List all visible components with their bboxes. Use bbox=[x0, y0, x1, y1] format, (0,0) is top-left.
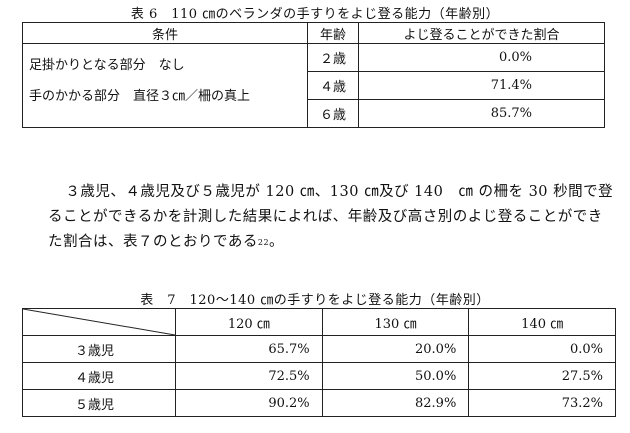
value-cell: 82.9% bbox=[321, 389, 470, 417]
diagonal-line bbox=[23, 309, 175, 335]
table7: 120 ㎝ 130 ㎝ 140 ㎝ ３歳児 65.7% 20.0% 0.0% ４… bbox=[22, 308, 616, 417]
rate-cell: 85.7% bbox=[358, 99, 605, 128]
table6: 条件 年齢 よじ登ることができた割合 足掛かりとなる部分 なし 手のかかる部分 … bbox=[22, 22, 605, 128]
value-cell: 27.5% bbox=[468, 362, 616, 390]
table6-condition-cell: 足掛かりとなる部分 なし 手のかかる部分 直径３㎝／柵の真上 bbox=[22, 43, 308, 128]
value-cell: 90.2% bbox=[175, 389, 323, 417]
row-label: ３歳児 bbox=[22, 335, 176, 363]
table-row: ４歳 71.4% bbox=[23, 71, 605, 100]
age-cell: ２歳 bbox=[307, 43, 359, 72]
table7-header-row: 120 ㎝ 130 ㎝ 140 ㎝ bbox=[22, 308, 616, 336]
rate-cell: 0.0% bbox=[358, 43, 605, 72]
table7-caption: 表 7 120～140 ㎝の手すりをよじ登る能力（年齢別） bbox=[140, 293, 490, 308]
condition-line-2: 手のかかる部分 直径３㎝／柵の真上 bbox=[29, 89, 251, 104]
body-paragraph: ３歳児、４歳児及び５歳児が 120 ㎝、130 ㎝及び 140 ㎝ の柵を 30… bbox=[48, 180, 616, 255]
table6-header-age: 年齢 bbox=[307, 22, 359, 44]
table-row: 足掛かりとなる部分 なし 手のかかる部分 直径３㎝／柵の真上 ２歳 0.0% bbox=[22, 43, 605, 128]
value-cell: 65.7% bbox=[175, 335, 323, 363]
diagonal-header-cell bbox=[22, 308, 176, 336]
paragraph-end: 。 bbox=[269, 234, 285, 250]
paragraph-text: ３歳児、４歳児及び５歳児が 120 ㎝、130 ㎝及び 140 ㎝ の柵を 30… bbox=[48, 184, 614, 250]
table6-caption: 表 6 110 ㎝のベランダの手すりをよじ登る能力（年齢別） bbox=[130, 7, 500, 22]
header-140: 140 ㎝ bbox=[468, 308, 616, 336]
row-label: ５歳児 bbox=[22, 389, 176, 417]
age-cell: ６歳 bbox=[307, 99, 359, 128]
value-cell: 0.0% bbox=[468, 335, 616, 363]
rate-cell: 71.4% bbox=[358, 71, 605, 100]
condition-line-1: 足掛かりとなる部分 なし bbox=[29, 58, 185, 73]
table6-header-rate: よじ登ることができた割合 bbox=[358, 22, 605, 44]
table-row: ６歳 85.7% bbox=[23, 99, 605, 128]
table6-header-condition: 条件 bbox=[22, 22, 308, 44]
header-130: 130 ㎝ bbox=[321, 308, 470, 336]
value-cell: 73.2% bbox=[468, 389, 616, 417]
row-label: ４歳児 bbox=[22, 362, 176, 390]
value-cell: 50.0% bbox=[321, 362, 470, 390]
footnote-ref: 22 bbox=[257, 238, 270, 247]
table-row: ４歳児 72.5% 50.0% 27.5% bbox=[22, 362, 616, 390]
value-cell: 72.5% bbox=[175, 362, 323, 390]
header-120: 120 ㎝ bbox=[175, 308, 323, 336]
value-cell: 20.0% bbox=[321, 335, 470, 363]
table6-header-row: 条件 年齢 よじ登ることができた割合 bbox=[22, 22, 605, 44]
age-cell: ４歳 bbox=[307, 71, 359, 100]
table-row: ３歳児 65.7% 20.0% 0.0% bbox=[22, 335, 616, 363]
table-row: ５歳児 90.2% 82.9% 73.2% bbox=[22, 389, 616, 417]
